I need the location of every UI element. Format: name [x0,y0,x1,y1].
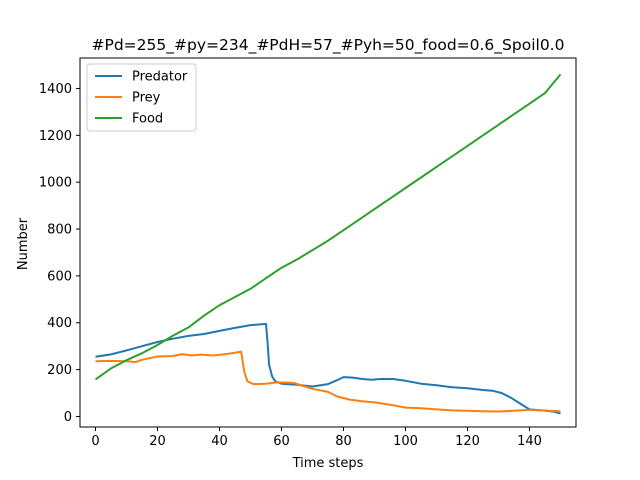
series-line-prey [95,350,561,413]
x-tick-label: 140 [517,434,542,449]
legend-label-food: Food [132,112,163,127]
x-tick-label: 0 [91,434,99,449]
series-line-predator [95,322,561,415]
y-axis-label: Number [16,217,31,270]
x-tick-label: 80 [335,434,352,449]
y-tick-label: 400 [47,316,72,331]
x-tick-label: 60 [273,434,290,449]
x-axis-label: Time steps [292,456,364,471]
series-layer [94,73,562,415]
axes-frame [79,57,577,428]
x-tick-label: 120 [455,434,480,449]
series-line-food [94,73,562,381]
y-tick-label: 600 [47,269,72,284]
x-tick-label: 40 [211,434,228,449]
y-tick-label: 800 [47,223,72,238]
x-tick-label: 100 [393,434,418,449]
y-tick-label: 1000 [39,176,72,191]
x-axis-ticks: 0 20 40 60 80 100 120 140 [91,427,542,449]
legend-label-predator: Predator [132,70,188,85]
x-tick-label: 20 [149,434,166,449]
chart-title: #Pd=255_#py=234_#PdH=57_#Pyh=50_food=0.6… [92,36,565,55]
y-tick-label: 200 [47,363,72,378]
y-tick-label: 0 [64,410,72,425]
legend: Predator Prey Food [86,63,197,132]
y-axis-ticks: 0 200 400 600 800 1000 1200 1400 [39,82,80,425]
legend-label-prey: Prey [132,91,161,106]
legend-frame [86,63,197,132]
y-tick-label: 1400 [39,82,72,97]
y-tick-label: 1200 [39,129,72,144]
plot-area: 0 20 40 60 80 100 120 140 0 200 400 600 800 1000 1200… [39,57,577,449]
